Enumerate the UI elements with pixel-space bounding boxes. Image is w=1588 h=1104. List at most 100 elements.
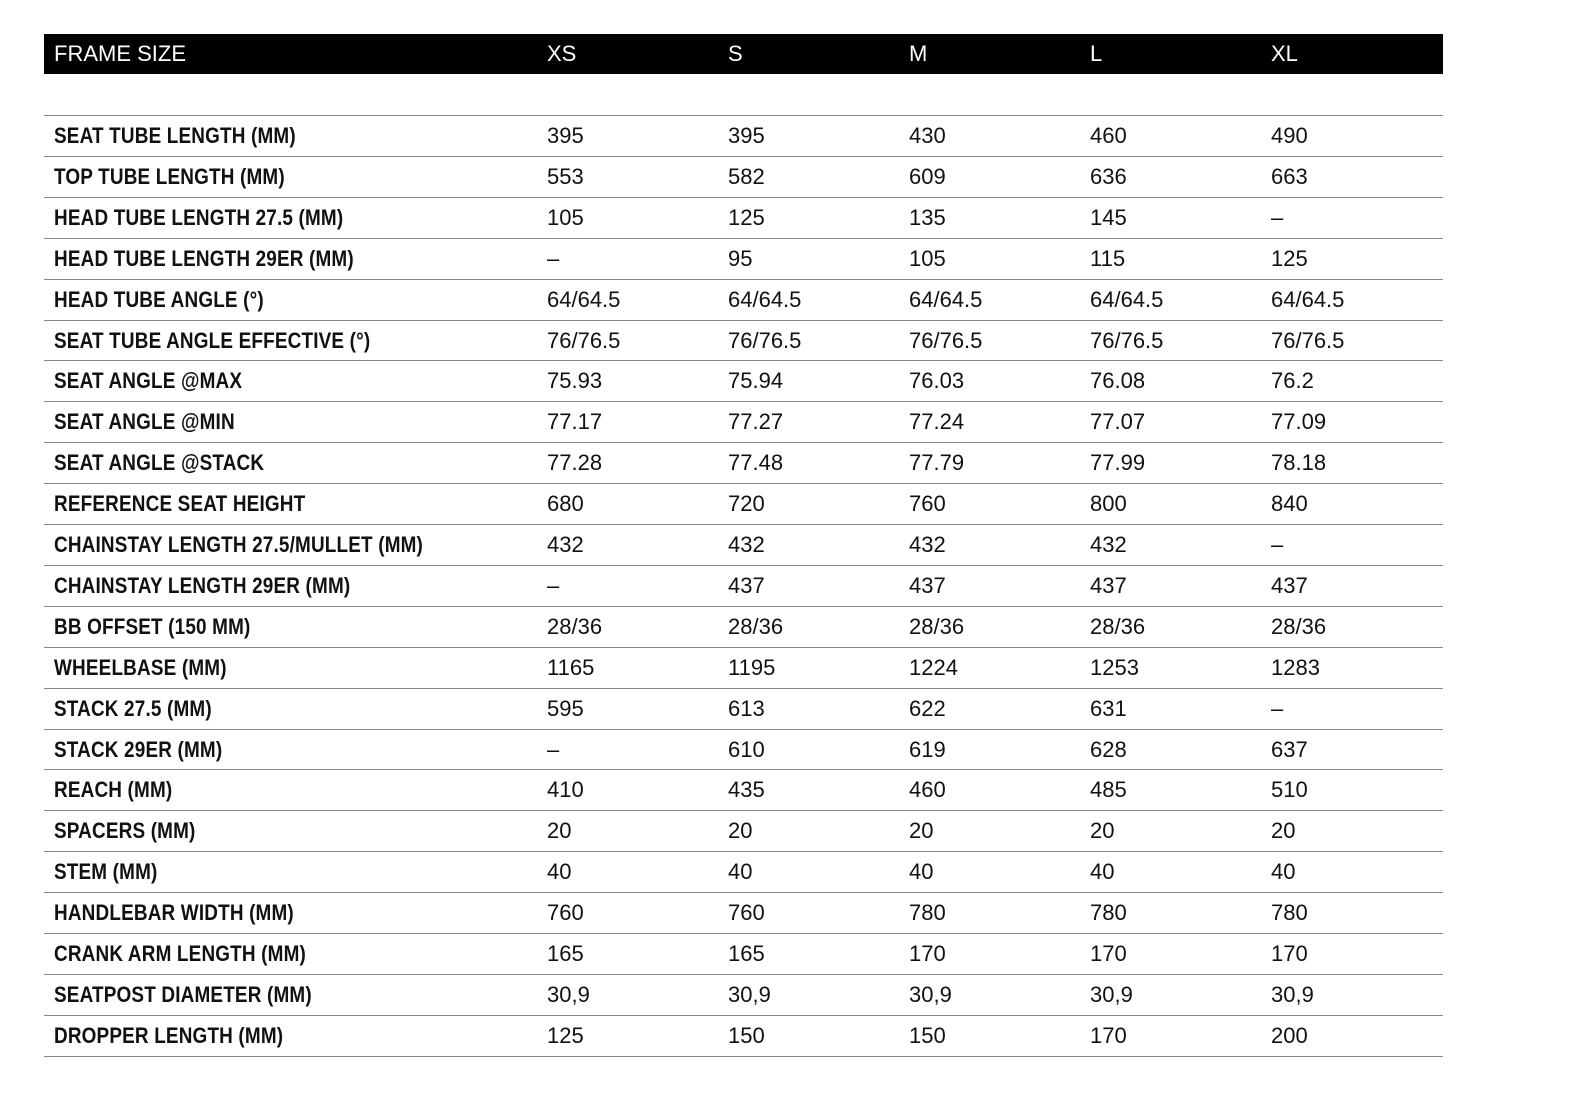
value-cell: 28/36 xyxy=(728,613,784,639)
value-cell: – xyxy=(1271,204,1284,230)
value-cell: 720 xyxy=(728,491,765,517)
value-cell: 76/76.5 xyxy=(909,327,983,353)
value-cell: 1283 xyxy=(1271,654,1320,680)
value-cell: 437 xyxy=(909,572,946,598)
value-cell: 64/64.5 xyxy=(1090,286,1164,312)
value-cell: – xyxy=(1271,532,1284,557)
value-cell: 40 xyxy=(909,859,934,885)
value-cell: 40 xyxy=(1271,859,1296,885)
row-label: HEAD TUBE ANGLE (°) xyxy=(54,286,264,312)
value-cell: – xyxy=(547,572,560,598)
value-cell: 30,9 xyxy=(909,981,952,1007)
row-label: SEAT TUBE LENGTH (MM) xyxy=(54,123,296,148)
value-cell: 40 xyxy=(728,859,753,885)
value-cell: 76.2 xyxy=(1271,368,1314,394)
value-cell: 760 xyxy=(728,900,765,926)
value-cell: 105 xyxy=(547,204,584,230)
value-cell: 125 xyxy=(728,204,765,230)
value-cell: 30,9 xyxy=(547,981,590,1007)
value-cell: 40 xyxy=(1090,859,1115,885)
value-cell: 1224 xyxy=(909,654,958,680)
value-cell: 1165 xyxy=(547,654,595,680)
value-cell: 78.18 xyxy=(1271,450,1327,476)
row-rule xyxy=(44,279,1443,280)
value-cell: 20 xyxy=(1090,818,1115,844)
value-cell: 125 xyxy=(1271,245,1308,271)
row-label: STACK 27.5 (MM) xyxy=(54,695,212,721)
header-cell: XL xyxy=(1271,41,1298,66)
header-cell: XS xyxy=(547,41,577,66)
value-cell: 1195 xyxy=(728,654,776,680)
value-cell: 145 xyxy=(1090,204,1127,230)
row-label: STEM (MM) xyxy=(54,859,158,885)
value-cell: 780 xyxy=(909,900,946,926)
value-cell: 76/76.5 xyxy=(1090,327,1164,353)
value-cell: 170 xyxy=(1090,941,1127,966)
row-rule xyxy=(44,156,1443,157)
value-cell: 40 xyxy=(547,859,572,885)
value-cell: 77.07 xyxy=(1090,409,1146,435)
row-label: SEAT ANGLE @MAX xyxy=(54,368,243,394)
value-cell: 437 xyxy=(1271,572,1308,598)
value-cell: 430 xyxy=(909,123,946,148)
row-rule xyxy=(44,1056,1443,1057)
header-cell: M xyxy=(909,41,928,66)
value-cell: 170 xyxy=(1090,1022,1127,1048)
value-cell: 150 xyxy=(909,1022,946,1048)
row-rule xyxy=(44,565,1443,566)
value-cell: 432 xyxy=(547,532,584,557)
value-cell: 663 xyxy=(1271,163,1308,189)
value-cell: 435 xyxy=(728,777,765,803)
header-cell: S xyxy=(728,41,743,66)
value-cell: 77.48 xyxy=(728,450,784,476)
row-label: CHAINSTAY LENGTH 27.5/MULLET (MM) xyxy=(54,532,424,557)
row-label: CRANK ARM LENGTH (MM) xyxy=(54,941,306,966)
value-cell: 30,9 xyxy=(728,981,771,1007)
value-cell: – xyxy=(547,736,560,762)
value-cell: 553 xyxy=(547,163,584,189)
value-cell: 680 xyxy=(547,491,584,517)
value-cell: 595 xyxy=(547,695,584,721)
value-cell: 460 xyxy=(909,777,946,803)
value-cell: 76.03 xyxy=(909,368,965,394)
value-cell: 840 xyxy=(1271,491,1308,517)
value-cell: 610 xyxy=(728,736,765,762)
row-rule xyxy=(44,238,1443,239)
row-label: REFERENCE SEAT HEIGHT xyxy=(54,491,306,517)
row-rule xyxy=(44,401,1443,402)
value-cell: 165 xyxy=(728,941,765,966)
value-cell: 760 xyxy=(909,491,946,517)
row-rule xyxy=(44,524,1443,525)
value-cell: 395 xyxy=(547,123,584,148)
value-cell: 631 xyxy=(1090,695,1127,721)
value-cell: 432 xyxy=(1090,532,1127,557)
value-cell: – xyxy=(547,245,560,271)
value-cell: 76.08 xyxy=(1090,368,1146,394)
value-cell: 30,9 xyxy=(1271,981,1314,1007)
value-cell: 460 xyxy=(1090,123,1127,148)
value-cell: 75.94 xyxy=(728,368,784,394)
value-cell: 432 xyxy=(728,532,765,557)
row-rule xyxy=(44,933,1443,934)
value-cell: 432 xyxy=(909,532,946,557)
value-cell: 628 xyxy=(1090,736,1127,762)
row-rule xyxy=(44,320,1443,321)
row-rule xyxy=(44,442,1443,443)
header-cell: L xyxy=(1090,41,1103,66)
value-cell: 76/76.5 xyxy=(728,327,802,353)
value-cell: 170 xyxy=(909,941,946,966)
value-cell: 64/64.5 xyxy=(728,286,802,312)
value-cell: 170 xyxy=(1271,941,1308,966)
value-cell: 77.99 xyxy=(1090,450,1146,476)
row-label: SEAT ANGLE @MIN xyxy=(54,409,235,435)
row-rule xyxy=(44,688,1443,689)
row-label: REACH (MM) xyxy=(54,777,173,803)
value-cell: 77.27 xyxy=(728,409,784,435)
value-cell: 115 xyxy=(1090,245,1126,271)
value-cell: 77.17 xyxy=(547,409,603,435)
value-cell: 76/76.5 xyxy=(1271,327,1345,353)
row-label: SEAT ANGLE @STACK xyxy=(54,450,265,476)
value-cell: 609 xyxy=(909,163,946,189)
row-label: WHEELBASE (MM) xyxy=(54,654,227,680)
